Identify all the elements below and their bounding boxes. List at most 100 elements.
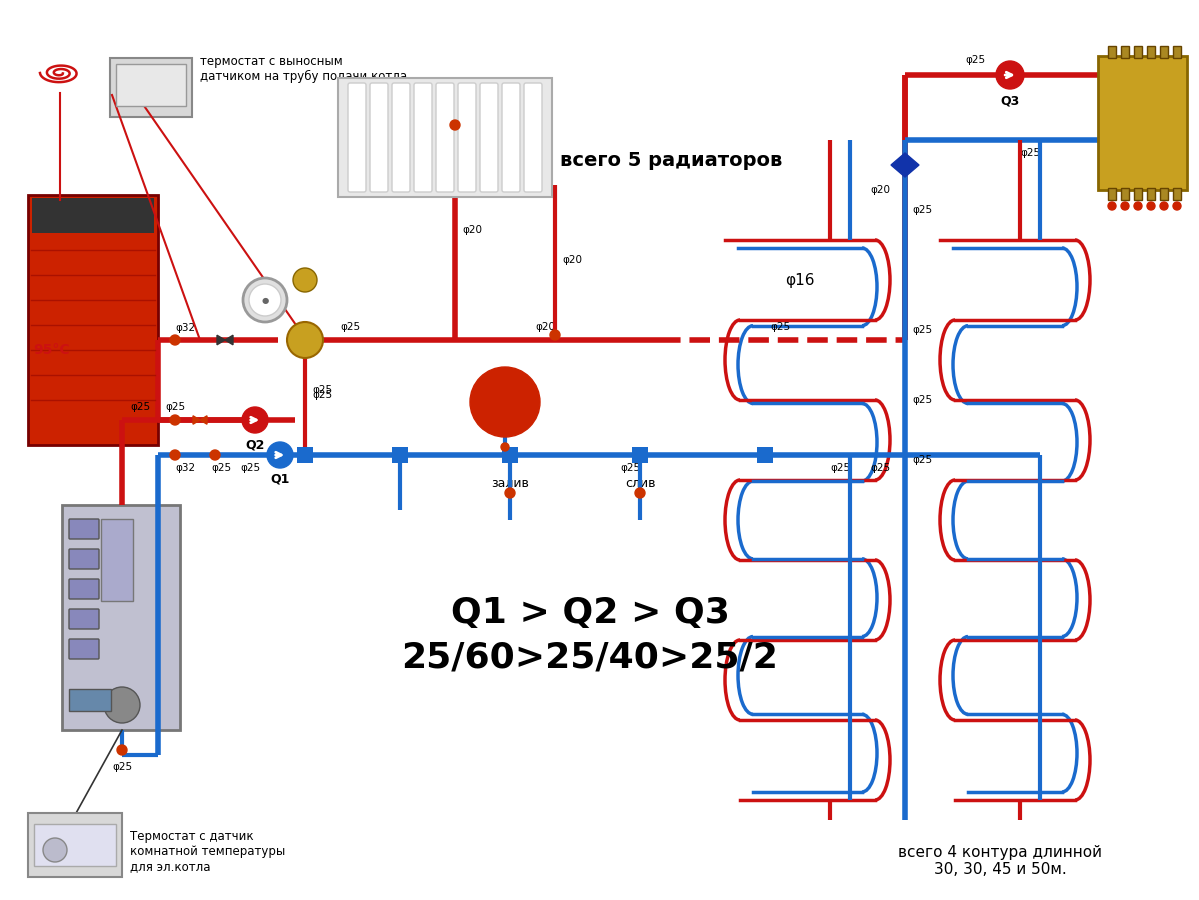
Circle shape xyxy=(450,120,460,130)
Text: φ25: φ25 xyxy=(912,395,932,405)
Circle shape xyxy=(1121,202,1129,210)
Circle shape xyxy=(635,488,645,498)
Circle shape xyxy=(470,367,540,437)
Text: φ25: φ25 xyxy=(912,455,932,465)
FancyBboxPatch shape xyxy=(1173,188,1181,200)
Text: залив: залив xyxy=(492,477,529,490)
Circle shape xyxy=(996,61,1024,89)
Text: Q1: Q1 xyxy=(270,473,290,486)
Text: φ25: φ25 xyxy=(870,463,890,473)
Text: φ20: φ20 xyxy=(462,225,482,235)
FancyBboxPatch shape xyxy=(1134,188,1141,200)
Text: φ25: φ25 xyxy=(312,385,332,395)
Circle shape xyxy=(243,278,287,322)
Text: Q2: Q2 xyxy=(246,438,265,451)
FancyBboxPatch shape xyxy=(1159,188,1168,200)
Text: φ16: φ16 xyxy=(785,273,815,287)
Text: φ20: φ20 xyxy=(870,185,890,195)
Text: φ25: φ25 xyxy=(312,390,332,400)
Circle shape xyxy=(1173,202,1181,210)
FancyBboxPatch shape xyxy=(480,83,498,192)
FancyBboxPatch shape xyxy=(502,83,520,192)
Text: ●: ● xyxy=(261,295,269,304)
FancyBboxPatch shape xyxy=(1108,46,1116,58)
Circle shape xyxy=(242,407,269,433)
Circle shape xyxy=(1147,202,1155,210)
Text: φ25: φ25 xyxy=(341,322,360,332)
FancyBboxPatch shape xyxy=(62,505,180,730)
Text: всего 4 контура длинной
30, 30, 45 и 50м.: всего 4 контура длинной 30, 30, 45 и 50м… xyxy=(898,845,1102,877)
Circle shape xyxy=(293,268,317,292)
Text: φ32: φ32 xyxy=(175,323,195,333)
FancyBboxPatch shape xyxy=(1134,46,1141,58)
Circle shape xyxy=(249,284,281,316)
FancyBboxPatch shape xyxy=(1108,188,1116,200)
Text: φ25: φ25 xyxy=(212,463,231,473)
Text: 95°C: 95°C xyxy=(34,343,70,357)
Text: φ25: φ25 xyxy=(830,463,850,473)
FancyBboxPatch shape xyxy=(632,447,647,463)
FancyBboxPatch shape xyxy=(1159,46,1168,58)
Polygon shape xyxy=(891,153,918,177)
Circle shape xyxy=(1134,202,1141,210)
Circle shape xyxy=(43,838,67,862)
FancyBboxPatch shape xyxy=(70,639,100,659)
FancyBboxPatch shape xyxy=(1121,46,1129,58)
FancyBboxPatch shape xyxy=(297,447,313,463)
FancyBboxPatch shape xyxy=(70,609,100,629)
FancyBboxPatch shape xyxy=(70,689,112,711)
Text: φ32: φ32 xyxy=(175,463,195,473)
FancyBboxPatch shape xyxy=(1147,188,1155,200)
FancyBboxPatch shape xyxy=(28,813,122,877)
FancyBboxPatch shape xyxy=(70,579,100,599)
Text: Q3: Q3 xyxy=(1000,95,1019,108)
Text: φ25: φ25 xyxy=(770,322,790,332)
FancyBboxPatch shape xyxy=(414,83,432,192)
Text: φ25: φ25 xyxy=(1020,148,1040,158)
Text: термостат с выносным
датчиком на трубу подачи котла: термостат с выносным датчиком на трубу п… xyxy=(200,55,408,83)
FancyBboxPatch shape xyxy=(116,64,186,106)
FancyBboxPatch shape xyxy=(1147,46,1155,58)
FancyBboxPatch shape xyxy=(28,195,158,445)
FancyBboxPatch shape xyxy=(436,83,454,192)
Circle shape xyxy=(104,687,140,723)
Text: слив: слив xyxy=(625,477,655,490)
Circle shape xyxy=(170,450,180,460)
Circle shape xyxy=(118,745,127,755)
Circle shape xyxy=(501,443,510,451)
Text: φ25: φ25 xyxy=(112,762,132,772)
Polygon shape xyxy=(200,416,207,424)
FancyBboxPatch shape xyxy=(370,83,388,192)
Text: φ25: φ25 xyxy=(129,402,150,412)
FancyBboxPatch shape xyxy=(392,83,410,192)
Text: всего 5 радиаторов: всего 5 радиаторов xyxy=(560,150,783,169)
Text: φ25: φ25 xyxy=(912,205,932,215)
Text: φ25: φ25 xyxy=(965,55,986,65)
FancyBboxPatch shape xyxy=(348,83,366,192)
FancyBboxPatch shape xyxy=(70,549,100,569)
Polygon shape xyxy=(193,416,200,424)
Polygon shape xyxy=(225,335,233,345)
Text: φ20: φ20 xyxy=(562,255,582,265)
FancyBboxPatch shape xyxy=(524,83,542,192)
FancyBboxPatch shape xyxy=(392,447,408,463)
FancyBboxPatch shape xyxy=(34,824,116,866)
Text: φ25: φ25 xyxy=(620,463,640,473)
FancyBboxPatch shape xyxy=(757,447,773,463)
Circle shape xyxy=(287,322,323,358)
Circle shape xyxy=(550,330,560,340)
FancyBboxPatch shape xyxy=(32,198,153,233)
FancyBboxPatch shape xyxy=(1173,46,1181,58)
FancyBboxPatch shape xyxy=(502,447,518,463)
Circle shape xyxy=(1159,202,1168,210)
FancyBboxPatch shape xyxy=(1098,56,1187,190)
Circle shape xyxy=(1108,202,1116,210)
Circle shape xyxy=(170,415,180,425)
Text: Q1 > Q2 > Q3
25/60>25/40>25/2: Q1 > Q2 > Q3 25/60>25/40>25/2 xyxy=(402,596,778,674)
Polygon shape xyxy=(217,335,225,345)
Circle shape xyxy=(505,488,516,498)
FancyBboxPatch shape xyxy=(101,519,133,601)
Text: φ25: φ25 xyxy=(165,402,185,412)
FancyBboxPatch shape xyxy=(110,58,192,117)
Text: φ20: φ20 xyxy=(535,322,555,332)
